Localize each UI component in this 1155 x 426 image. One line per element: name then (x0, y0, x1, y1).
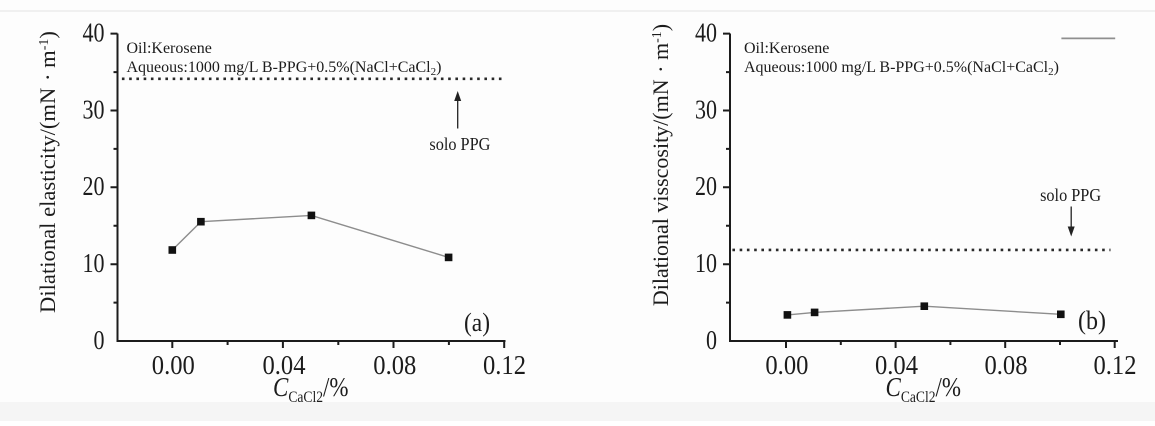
svg-text:Dilational elasticity/(mN · m-: Dilational elasticity/(mN · m-1) (35, 31, 60, 313)
svg-text:10: 10 (83, 248, 105, 278)
svg-text:10: 10 (695, 248, 717, 278)
svg-text:0.04: 0.04 (875, 350, 918, 380)
svg-text:0.04: 0.04 (263, 350, 306, 380)
svg-text:Oil:Kerosene: Oil:Kerosene (127, 40, 212, 57)
svg-text:(a): (a) (464, 308, 490, 337)
svg-text:40: 40 (695, 18, 717, 48)
svg-text:0.00: 0.00 (152, 350, 195, 380)
svg-text:CCaCl2/%: CCaCl2/% (273, 373, 349, 406)
svg-text:20: 20 (695, 171, 717, 201)
svg-text:30: 30 (83, 94, 105, 124)
svg-text:0.12: 0.12 (1094, 350, 1137, 380)
svg-text:CCaCl2/%: CCaCl2/% (886, 373, 962, 406)
svg-text:Dilational visscosity/(mN · m-: Dilational visscosity/(mN · m-1) (648, 24, 673, 306)
svg-text:Aqueous:1000 mg/L B-PPG+0.5%(N: Aqueous:1000 mg/L B-PPG+0.5%(NaCl+CaCl2) (127, 59, 442, 78)
svg-text:30: 30 (695, 94, 717, 124)
svg-text:Oil:Kerosene: Oil:Kerosene (744, 40, 829, 57)
svg-text:0.12: 0.12 (483, 350, 526, 380)
svg-text:0.08: 0.08 (373, 350, 416, 380)
svg-text:solo PPG: solo PPG (1040, 185, 1101, 205)
svg-text:0.00: 0.00 (765, 350, 808, 380)
svg-text:20: 20 (83, 171, 105, 201)
svg-text:0: 0 (706, 325, 717, 355)
svg-text:solo PPG: solo PPG (429, 134, 490, 154)
svg-text:0.08: 0.08 (985, 350, 1028, 380)
svg-text:40: 40 (83, 18, 105, 48)
svg-text:(b): (b) (1078, 306, 1106, 335)
svg-text:Aqueous:1000 mg/L B-PPG+0.5%(N: Aqueous:1000 mg/L B-PPG+0.5%(NaCl+CaCl2) (744, 59, 1059, 78)
svg-text:0: 0 (94, 325, 105, 355)
